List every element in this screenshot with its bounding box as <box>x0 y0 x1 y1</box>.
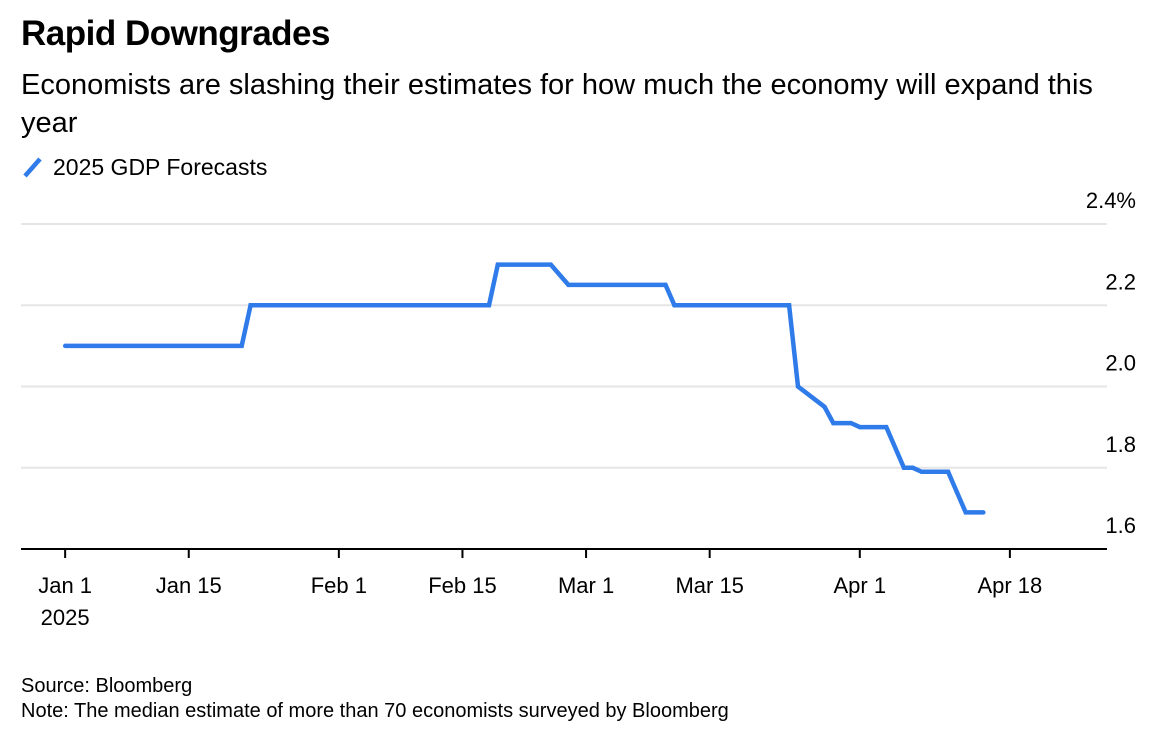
data-point <box>786 303 792 308</box>
y-tick-label: 1.6 <box>1105 513 1136 538</box>
chart-subtitle: Economists are slashing their estimates … <box>21 69 1093 139</box>
data-point <box>548 262 553 267</box>
x-tick-label: Mar 1 <box>558 573 614 598</box>
y-tick-label: 1.8 <box>1105 432 1136 457</box>
x-tick-label: Jan 15 <box>156 573 222 598</box>
x-tick-label: Apr 1 <box>833 573 886 598</box>
footer: Source: Bloomberg Note: The median estim… <box>21 674 729 724</box>
x-tick-label: Feb 1 <box>311 573 367 598</box>
y-tick-label: 2.0 <box>1105 351 1136 376</box>
chart-title: Rapid Downgrades <box>21 14 330 53</box>
data-point <box>672 303 677 308</box>
x-tick-label: Feb 15 <box>428 573 497 598</box>
data-point <box>945 469 951 475</box>
data-point <box>566 282 571 288</box>
x-tick-label: Mar 15 <box>675 573 743 598</box>
data-point <box>910 465 915 470</box>
y-tick-label: 2.4% <box>1086 188 1136 213</box>
data-point <box>62 343 68 349</box>
series-line-gdp-forecasts <box>65 262 984 515</box>
data-point <box>848 420 854 426</box>
data-point <box>663 282 668 288</box>
data-point <box>857 424 862 430</box>
data-point <box>901 465 907 470</box>
legend: 2025 GDP Forecasts <box>21 152 267 182</box>
data-point <box>795 384 801 389</box>
gridlines <box>21 223 1107 469</box>
x-tick-label: Apr 18 <box>977 573 1042 598</box>
data-point <box>822 404 827 410</box>
data-point <box>963 510 968 515</box>
x-tick-sublabel: 2025 <box>41 605 90 630</box>
x-tick-label: Jan 1 <box>38 573 92 598</box>
data-point <box>884 424 889 430</box>
data-point <box>919 469 924 475</box>
data-point <box>954 489 960 495</box>
legend-swatch-icon <box>23 157 42 178</box>
data-point <box>495 262 500 267</box>
y-axis-labels: 1.6 1.8 2.0 2.2 2.4% <box>1086 188 1136 538</box>
data-point <box>981 510 986 515</box>
x-axis-labels: Jan 1 2025 Jan 15 Feb 1 Feb 15 Mar 1 Mar 15 Apr… <box>38 573 1042 630</box>
legend-label: 2025 GDP Forecasts <box>53 153 268 180</box>
note-text: Note: The median estimate of more than 7… <box>21 700 729 722</box>
series-layer <box>62 262 986 515</box>
data-point <box>248 303 253 308</box>
x-axis <box>21 548 1107 558</box>
data-point <box>486 303 492 308</box>
data-point <box>239 343 244 349</box>
data-point <box>831 420 836 426</box>
source-text: Source: Bloomberg <box>21 675 193 697</box>
y-tick-label: 2.2 <box>1105 269 1136 294</box>
